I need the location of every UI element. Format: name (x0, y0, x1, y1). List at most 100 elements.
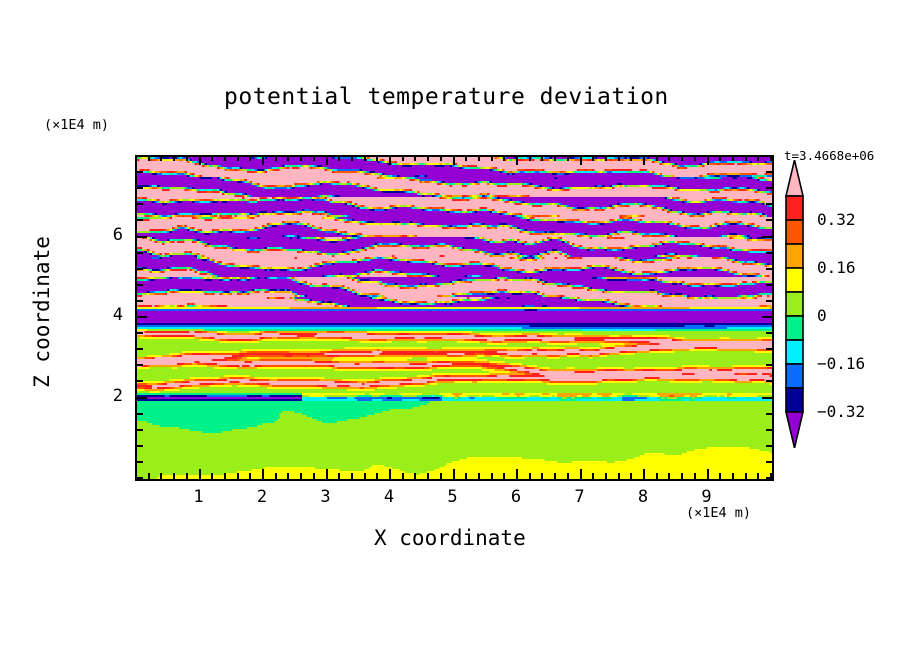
x-tick-mark (185, 155, 188, 161)
x-tick-mark (744, 473, 747, 479)
y-tick-label: 2 (112, 385, 123, 406)
x-tick-mark (135, 473, 137, 479)
x-tick-mark (211, 155, 214, 161)
y-tick-mark (137, 460, 143, 463)
y-tick-mark (137, 219, 143, 222)
y-tick-mark (137, 235, 147, 238)
x-tick-mark (541, 473, 544, 479)
x-tick-mark (655, 473, 658, 479)
x-tick-mark (211, 473, 214, 479)
x-tick-mark (198, 469, 201, 479)
x-tick-mark (350, 473, 353, 479)
x-tick-mark (312, 473, 315, 479)
x-tick-mark (516, 469, 518, 479)
x-tick-mark (744, 155, 747, 161)
x-tick-mark (401, 473, 404, 479)
x-tick-mark (249, 155, 252, 161)
contour-field (137, 157, 772, 479)
x-tick-mark (135, 155, 137, 161)
x-tick-mark (617, 473, 620, 479)
x-tick-mark (643, 469, 645, 479)
x-tick-mark (363, 155, 366, 161)
y-tick-mark (137, 187, 143, 190)
x-tick-mark (439, 155, 442, 161)
y-tick-mark (137, 316, 147, 318)
x-tick-mark (223, 473, 226, 479)
x-tick-mark (452, 155, 455, 165)
x-tick-mark (300, 155, 303, 161)
y-tick-mark (766, 332, 772, 335)
x-tick-label: 3 (320, 487, 331, 507)
x-tick-mark (668, 155, 671, 161)
x-tick-mark (401, 155, 404, 161)
y-tick-mark (766, 444, 772, 447)
x-tick-mark (477, 155, 480, 161)
x-tick-mark (770, 155, 772, 161)
x-tick-mark (274, 155, 277, 161)
y-tick-mark (766, 267, 772, 270)
colorbar (784, 160, 805, 448)
y-tick-label: 6 (112, 224, 123, 245)
x-tick-mark (325, 469, 328, 479)
x-tick-mark (643, 155, 645, 165)
contour-plot-area (135, 155, 774, 481)
x-tick-mark (452, 469, 455, 479)
y-axis-unit-label: (×1E4 m) (44, 117, 110, 133)
x-tick-mark (528, 155, 531, 161)
x-tick-label: 8 (637, 487, 649, 507)
x-tick-mark (274, 473, 277, 479)
x-tick-mark (147, 155, 150, 161)
y-tick-mark (766, 380, 772, 383)
y-tick-mark (766, 283, 772, 286)
x-tick-mark (490, 155, 493, 161)
x-tick-mark (617, 155, 620, 161)
y-tick-mark (766, 364, 772, 367)
x-tick-mark (719, 473, 722, 479)
x-tick-mark (592, 473, 595, 479)
x-tick-mark (655, 155, 658, 161)
x-tick-mark (160, 473, 163, 479)
colorbar-tick-label: 0.16 (817, 258, 856, 277)
y-tick-mark (766, 348, 772, 351)
x-tick-label: 5 (447, 487, 458, 507)
x-tick-label: 4 (383, 487, 395, 507)
x-tick-mark (414, 155, 417, 161)
x-tick-mark (160, 155, 163, 161)
y-tick-mark (137, 477, 143, 479)
y-tick-mark (766, 171, 772, 174)
x-tick-mark (757, 473, 760, 479)
y-tick-mark (137, 412, 143, 415)
x-tick-mark (490, 473, 493, 479)
y-tick-mark (137, 380, 143, 383)
x-tick-mark (693, 155, 696, 161)
y-tick-mark (137, 299, 143, 302)
x-tick-mark (604, 473, 607, 479)
y-tick-mark (766, 460, 772, 463)
x-tick-mark (262, 469, 264, 479)
y-tick-mark (766, 203, 772, 206)
x-tick-mark (541, 155, 544, 161)
y-tick-mark (137, 364, 143, 367)
x-tick-mark (592, 155, 595, 161)
x-tick-mark (363, 473, 366, 479)
x-tick-mark (249, 473, 252, 479)
x-tick-mark (173, 473, 176, 479)
y-tick-mark (762, 235, 772, 238)
y-tick-mark (766, 219, 772, 222)
x-tick-mark (731, 473, 734, 479)
y-tick-mark (137, 203, 143, 206)
x-tick-mark (579, 155, 582, 165)
x-axis-title: X coordinate (374, 526, 526, 550)
time-annotation: t=3.4668e+06 (784, 148, 875, 163)
x-axis-unit-label: (×1E4 m) (686, 505, 752, 521)
colorbar-tick-label: −0.32 (817, 402, 866, 421)
x-tick-mark (427, 155, 430, 161)
x-tick-mark (681, 155, 684, 161)
x-tick-mark (376, 473, 379, 479)
x-tick-mark (389, 469, 391, 479)
x-tick-mark (185, 473, 188, 479)
x-tick-mark (681, 473, 684, 479)
x-tick-mark (465, 155, 468, 161)
x-tick-mark (503, 473, 506, 479)
